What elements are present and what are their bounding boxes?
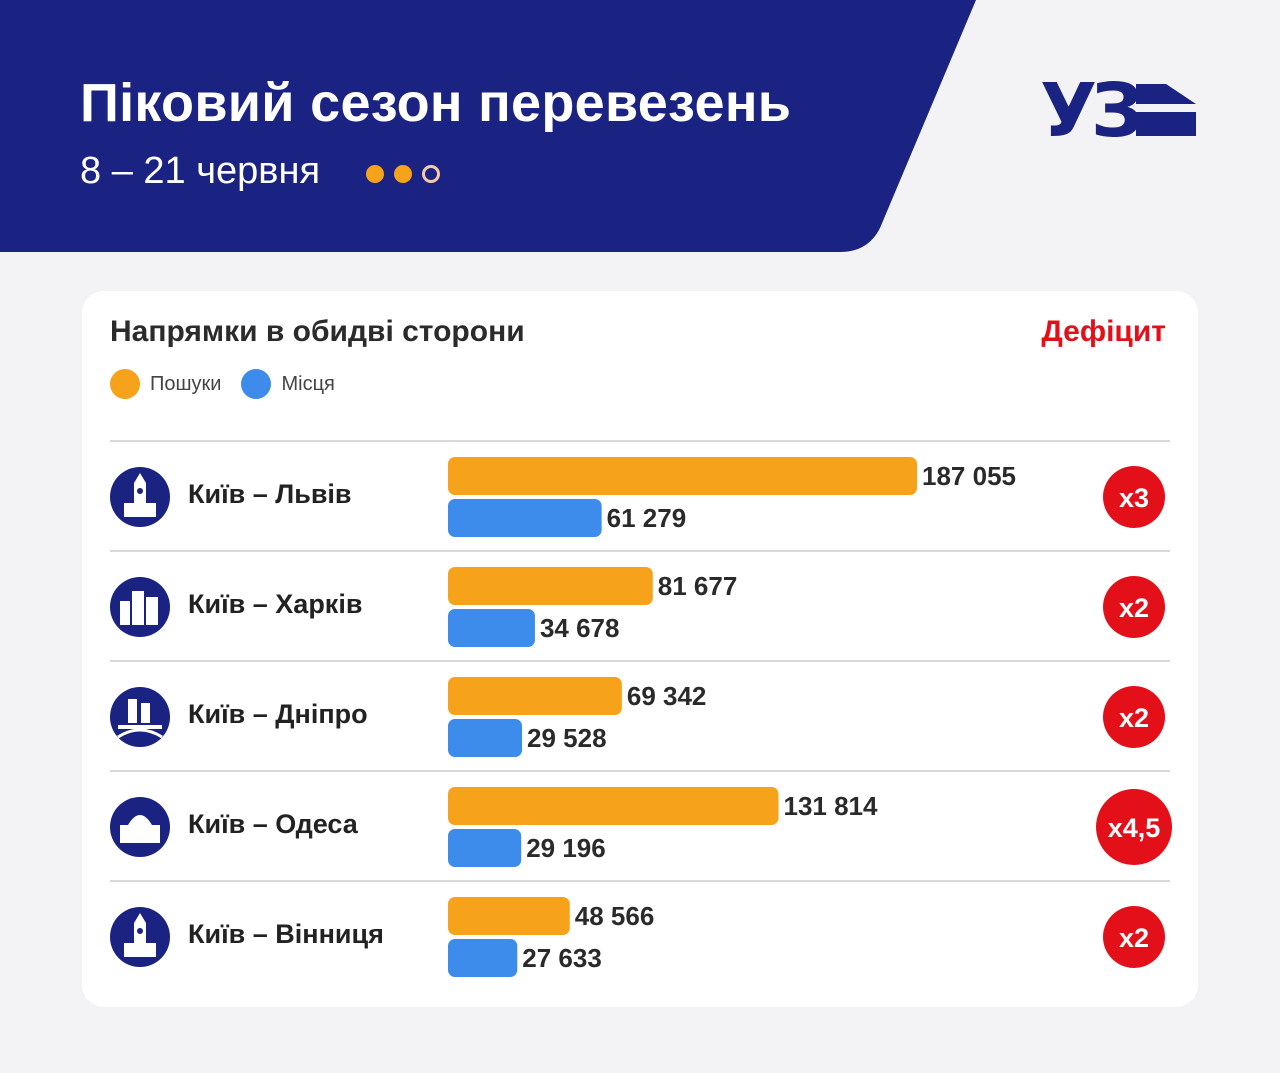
lviv-town-hall-icon bbox=[110, 467, 170, 527]
date-range: 8 – 21 червня bbox=[80, 150, 321, 192]
value-label: 27 633 bbox=[522, 943, 602, 973]
value-label: 187 055 bbox=[922, 461, 1016, 491]
deficit-value: x4,5 bbox=[1108, 813, 1161, 843]
legend-label-searches: Пошуки bbox=[150, 372, 222, 395]
deficit-value: x2 bbox=[1119, 593, 1149, 623]
chart-row: Київ – Харків 81 677 34 678 x2 bbox=[110, 550, 1170, 647]
legend-item-seats: Місця bbox=[241, 369, 335, 399]
deficit-badge bbox=[1096, 789, 1172, 865]
deficit-badge bbox=[1103, 906, 1165, 968]
chart-legend: Пошуки Місця bbox=[110, 369, 355, 399]
dot-filled-1 bbox=[366, 165, 384, 183]
bar-seats bbox=[448, 829, 522, 867]
category-label: Київ – Харків bbox=[188, 589, 362, 619]
category-label: Київ – Вінниця bbox=[188, 919, 384, 949]
chart-row: Київ – Львів 187 055 61 279 x3 bbox=[110, 440, 1170, 537]
deficit-badge bbox=[1103, 466, 1165, 528]
header-background bbox=[0, 0, 976, 252]
value-label: 81 677 bbox=[658, 571, 738, 601]
deficit-value: x2 bbox=[1119, 703, 1149, 733]
chart-row: Київ – Дніпро 69 342 29 528 x2 bbox=[110, 660, 1170, 757]
header-banner: Піковий сезон перевезень 8 – 21 червня У… bbox=[0, 0, 1280, 252]
legend-label-seats: Місця bbox=[281, 372, 335, 395]
uz-logo: УЗ bbox=[1040, 78, 1196, 140]
chart-row: Київ – Вінниця 48 566 27 633 x2 bbox=[110, 880, 1170, 977]
bar-searches bbox=[448, 677, 622, 715]
value-label: 131 814 bbox=[783, 791, 878, 821]
value-label: 61 279 bbox=[607, 503, 687, 533]
legend-swatch-orange bbox=[110, 369, 140, 399]
page-title: Піковий сезон перевезень bbox=[80, 73, 792, 133]
legend-item-searches: Пошуки bbox=[110, 369, 221, 399]
odesa-opera-icon bbox=[110, 797, 170, 857]
dot-filled-2 bbox=[394, 165, 412, 183]
bar-seats bbox=[448, 499, 602, 537]
dot-outline bbox=[422, 165, 440, 183]
deficit-header: Дефіцит bbox=[1041, 315, 1166, 348]
category-label: Київ – Львів bbox=[188, 479, 352, 509]
deficit-value: x2 bbox=[1119, 923, 1149, 953]
value-label: 34 678 bbox=[540, 613, 620, 643]
deficit-badge bbox=[1103, 576, 1165, 638]
value-label: 69 342 bbox=[627, 681, 707, 711]
bar-seats bbox=[448, 939, 518, 977]
bar-seats bbox=[448, 609, 535, 647]
vinnytsia-tower-icon bbox=[110, 907, 170, 967]
page-dots bbox=[366, 165, 440, 183]
bar-chart: Київ – Львів 187 055 61 279 x3 Київ – Харків… bbox=[110, 440, 1172, 977]
chart-title: Напрямки в обидві сторони bbox=[110, 315, 525, 348]
value-label: 48 566 bbox=[575, 901, 655, 931]
category-label: Київ – Одеса bbox=[188, 809, 359, 839]
bar-searches bbox=[448, 897, 570, 935]
kharkiv-buildings-icon bbox=[110, 577, 170, 637]
bar-searches bbox=[448, 567, 653, 605]
chart-card: Напрямки в обидві сторони Дефіцит Пошуки… bbox=[82, 291, 1198, 1007]
uz-logo-text: УЗ bbox=[1040, 78, 1139, 140]
bar-seats bbox=[448, 719, 523, 757]
deficit-value: x3 bbox=[1119, 483, 1149, 513]
value-label: 29 528 bbox=[527, 723, 607, 753]
deficit-badge bbox=[1103, 686, 1165, 748]
bar-searches bbox=[448, 457, 917, 495]
legend-swatch-blue bbox=[241, 369, 272, 399]
category-label: Київ – Дніпро bbox=[188, 699, 368, 729]
bar-searches bbox=[448, 787, 779, 825]
value-label: 29 196 bbox=[526, 833, 606, 863]
chart-row: Київ – Одеса 131 814 29 196 x4,5 bbox=[110, 770, 1172, 867]
dnipro-bridge-icon bbox=[110, 687, 170, 747]
